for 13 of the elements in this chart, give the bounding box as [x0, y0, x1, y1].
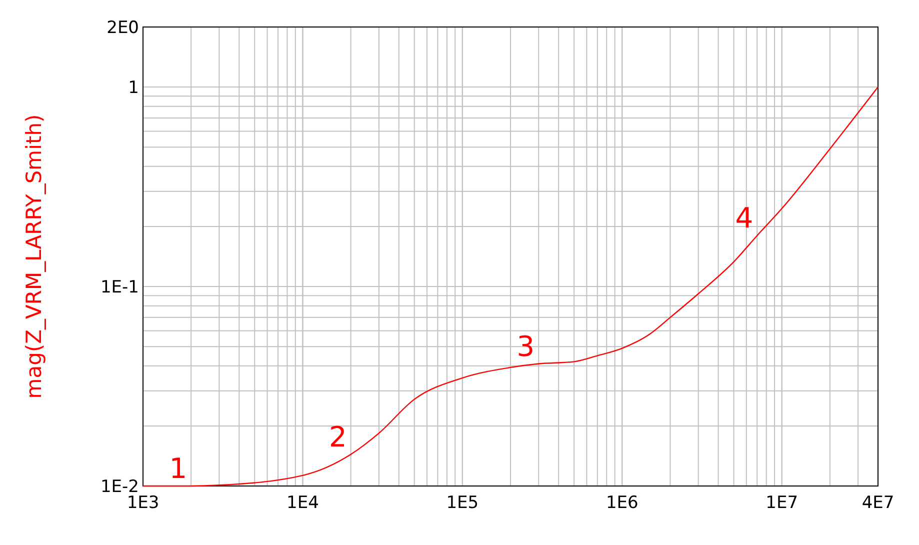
- y-tick-label: 1E-1: [100, 278, 139, 298]
- annotation: 3: [516, 330, 535, 363]
- annotation: 4: [735, 202, 754, 235]
- y-tick-label: 2E0: [106, 18, 139, 38]
- x-tick-label: 1E5: [446, 493, 479, 513]
- annotation: 2: [328, 420, 347, 454]
- y-axis-title: mag(Z_VRM_LARRY_Smith): [22, 114, 46, 399]
- x-tick-label: 1E4: [286, 493, 319, 513]
- x-tick-label: 1E7: [766, 493, 798, 513]
- annotation: 1: [169, 452, 188, 485]
- x-tick-label: 1E6: [606, 493, 638, 513]
- x-tick-label: 4E7: [862, 493, 894, 513]
- y-tick-label: 1: [128, 78, 139, 98]
